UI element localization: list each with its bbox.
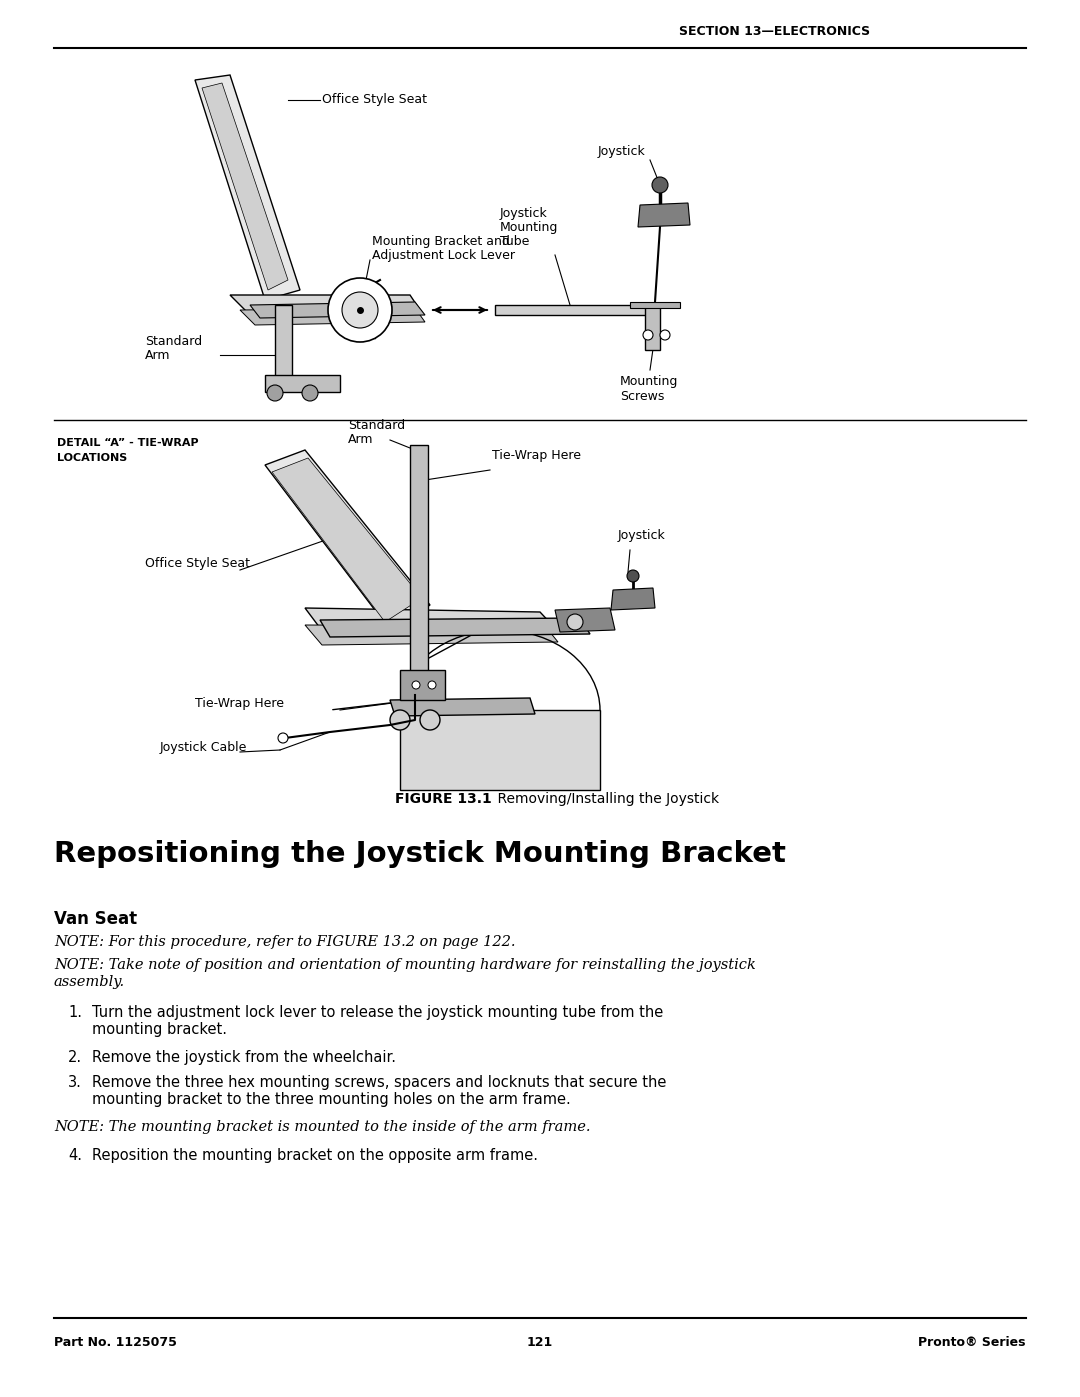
Text: Arm: Arm (348, 433, 374, 446)
Text: Turn the adjustment lock lever to release the joystick mounting tube from the: Turn the adjustment lock lever to releas… (92, 1004, 663, 1020)
Circle shape (627, 570, 639, 583)
Text: Standard: Standard (145, 335, 202, 348)
Circle shape (267, 386, 283, 401)
Text: Office Style Seat: Office Style Seat (322, 94, 427, 106)
Polygon shape (638, 203, 690, 226)
Text: 3.: 3. (68, 1076, 82, 1090)
Circle shape (411, 680, 420, 689)
Polygon shape (249, 302, 426, 319)
Polygon shape (645, 305, 660, 351)
Polygon shape (265, 374, 340, 393)
Text: mounting bracket.: mounting bracket. (92, 1023, 227, 1037)
Text: Tie-Wrap Here: Tie-Wrap Here (492, 448, 581, 462)
Circle shape (342, 292, 378, 328)
Polygon shape (400, 710, 600, 789)
Circle shape (328, 278, 392, 342)
Text: Joystick: Joystick (500, 207, 548, 219)
Polygon shape (320, 617, 590, 637)
Polygon shape (630, 302, 680, 307)
Text: Joystick Cable: Joystick Cable (160, 742, 247, 754)
Text: Adjustment Lock Lever: Adjustment Lock Lever (372, 249, 515, 263)
Text: 4.: 4. (68, 1148, 82, 1162)
Text: Tie-Wrap Here: Tie-Wrap Here (195, 697, 284, 710)
Text: 121: 121 (527, 1336, 553, 1350)
Text: 1.: 1. (68, 1004, 82, 1020)
Text: Office Style Seat: Office Style Seat (145, 556, 249, 570)
Text: NOTE: The mounting bracket is mounted to the inside of the arm frame.: NOTE: The mounting bracket is mounted to… (54, 1120, 591, 1134)
Polygon shape (495, 305, 650, 314)
Text: Mounting Bracket and: Mounting Bracket and (372, 235, 510, 249)
Text: Tube: Tube (500, 235, 529, 249)
Text: mounting bracket to the three mounting holes on the arm frame.: mounting bracket to the three mounting h… (92, 1092, 570, 1106)
Polygon shape (555, 608, 615, 631)
Polygon shape (240, 307, 426, 326)
Text: LOCATIONS: LOCATIONS (57, 453, 127, 462)
Circle shape (278, 733, 288, 743)
Text: Pronto® Series: Pronto® Series (918, 1336, 1026, 1350)
Circle shape (390, 710, 410, 731)
Text: Mounting: Mounting (620, 374, 678, 388)
Polygon shape (195, 75, 300, 300)
Text: Arm: Arm (145, 349, 171, 362)
Text: SECTION 13—ELECTRONICS: SECTION 13—ELECTRONICS (679, 25, 870, 38)
Polygon shape (400, 671, 445, 700)
Polygon shape (611, 588, 654, 610)
Text: Joystick: Joystick (618, 529, 665, 542)
Circle shape (643, 330, 653, 339)
Text: assembly.: assembly. (54, 975, 125, 989)
Polygon shape (410, 446, 428, 710)
Circle shape (428, 680, 436, 689)
Circle shape (420, 710, 440, 731)
Text: Standard: Standard (348, 419, 405, 432)
Text: Remove the three hex mounting screws, spacers and locknuts that secure the: Remove the three hex mounting screws, sp… (92, 1076, 666, 1090)
Text: DETAIL “A” - TIE-WRAP: DETAIL “A” - TIE-WRAP (57, 439, 199, 448)
Text: Removing/Installing the Joystick: Removing/Installing the Joystick (480, 792, 719, 806)
Text: NOTE: For this procedure, refer to FIGURE 13.2 on page 122.: NOTE: For this procedure, refer to FIGUR… (54, 935, 515, 949)
Text: NOTE: Take note of position and orientation of mounting hardware for reinstallin: NOTE: Take note of position and orientat… (54, 958, 756, 972)
Text: Joystick: Joystick (598, 145, 646, 158)
Text: 2.: 2. (68, 1051, 82, 1065)
Polygon shape (272, 458, 422, 622)
Text: Part No. 1125075: Part No. 1125075 (54, 1336, 177, 1350)
Text: FIGURE 13.1: FIGURE 13.1 (395, 792, 491, 806)
Circle shape (302, 386, 318, 401)
Circle shape (567, 615, 583, 630)
Polygon shape (265, 450, 430, 630)
Polygon shape (390, 698, 535, 717)
Circle shape (652, 177, 669, 193)
Text: Screws: Screws (620, 390, 664, 402)
Text: Van Seat: Van Seat (54, 909, 137, 928)
Polygon shape (202, 82, 288, 291)
Circle shape (660, 330, 670, 339)
Text: Reposition the mounting bracket on the opposite arm frame.: Reposition the mounting bracket on the o… (92, 1148, 538, 1162)
Polygon shape (275, 305, 292, 390)
Polygon shape (230, 295, 420, 314)
Text: Remove the joystick from the wheelchair.: Remove the joystick from the wheelchair. (92, 1051, 396, 1065)
Text: Mounting: Mounting (500, 221, 558, 235)
Text: Repositioning the Joystick Mounting Bracket: Repositioning the Joystick Mounting Brac… (54, 840, 786, 868)
Polygon shape (305, 624, 558, 645)
Polygon shape (305, 608, 555, 629)
